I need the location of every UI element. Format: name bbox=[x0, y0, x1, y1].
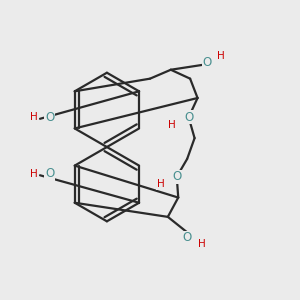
Text: O: O bbox=[172, 170, 182, 183]
Text: H: H bbox=[198, 238, 206, 249]
Text: H: H bbox=[218, 51, 225, 62]
Text: H: H bbox=[168, 120, 176, 130]
Text: H: H bbox=[30, 112, 38, 122]
Text: O: O bbox=[184, 111, 193, 124]
Text: H: H bbox=[157, 179, 164, 189]
Text: O: O bbox=[182, 231, 192, 244]
Text: H: H bbox=[30, 169, 38, 179]
Text: O: O bbox=[45, 111, 54, 124]
Text: O: O bbox=[45, 167, 54, 180]
Text: O: O bbox=[202, 56, 212, 69]
